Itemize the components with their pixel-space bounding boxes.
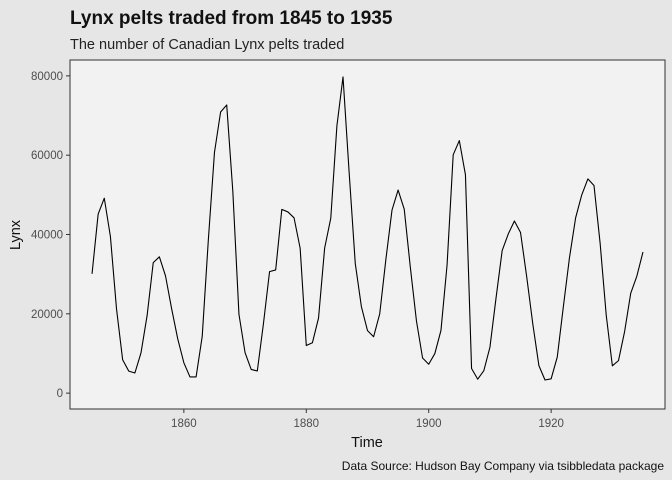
ytick-label-0: 0 (57, 388, 63, 400)
plot-panel (69, 59, 666, 410)
chart-title: Lynx pelts traded from 1845 to 1935 (70, 8, 393, 29)
ytick-label-40000: 40000 (31, 230, 63, 242)
ytick-label-80000: 80000 (31, 71, 63, 83)
xtick-label-1860: 1860 (171, 418, 197, 430)
x-axis-title: Time (351, 435, 383, 451)
xtick-label-1920: 1920 (538, 418, 564, 430)
xtick-label-1880: 1880 (293, 418, 319, 430)
x-axis: 1860 1880 1900 1920 (171, 409, 564, 430)
ytick-label-60000: 60000 (31, 150, 63, 162)
y-axis: 0 20000 40000 60000 80000 (31, 71, 70, 400)
xtick-label-1900: 1900 (416, 418, 442, 430)
ytick-label-20000: 20000 (31, 309, 63, 321)
chart-subtitle: The number of Canadian Lynx pelts traded (70, 37, 344, 53)
y-axis-title: Lynx (8, 219, 24, 250)
series-line-lynx (91, 76, 644, 381)
chart-caption: Data Source: Hudson Bay Company via tsib… (342, 459, 665, 473)
